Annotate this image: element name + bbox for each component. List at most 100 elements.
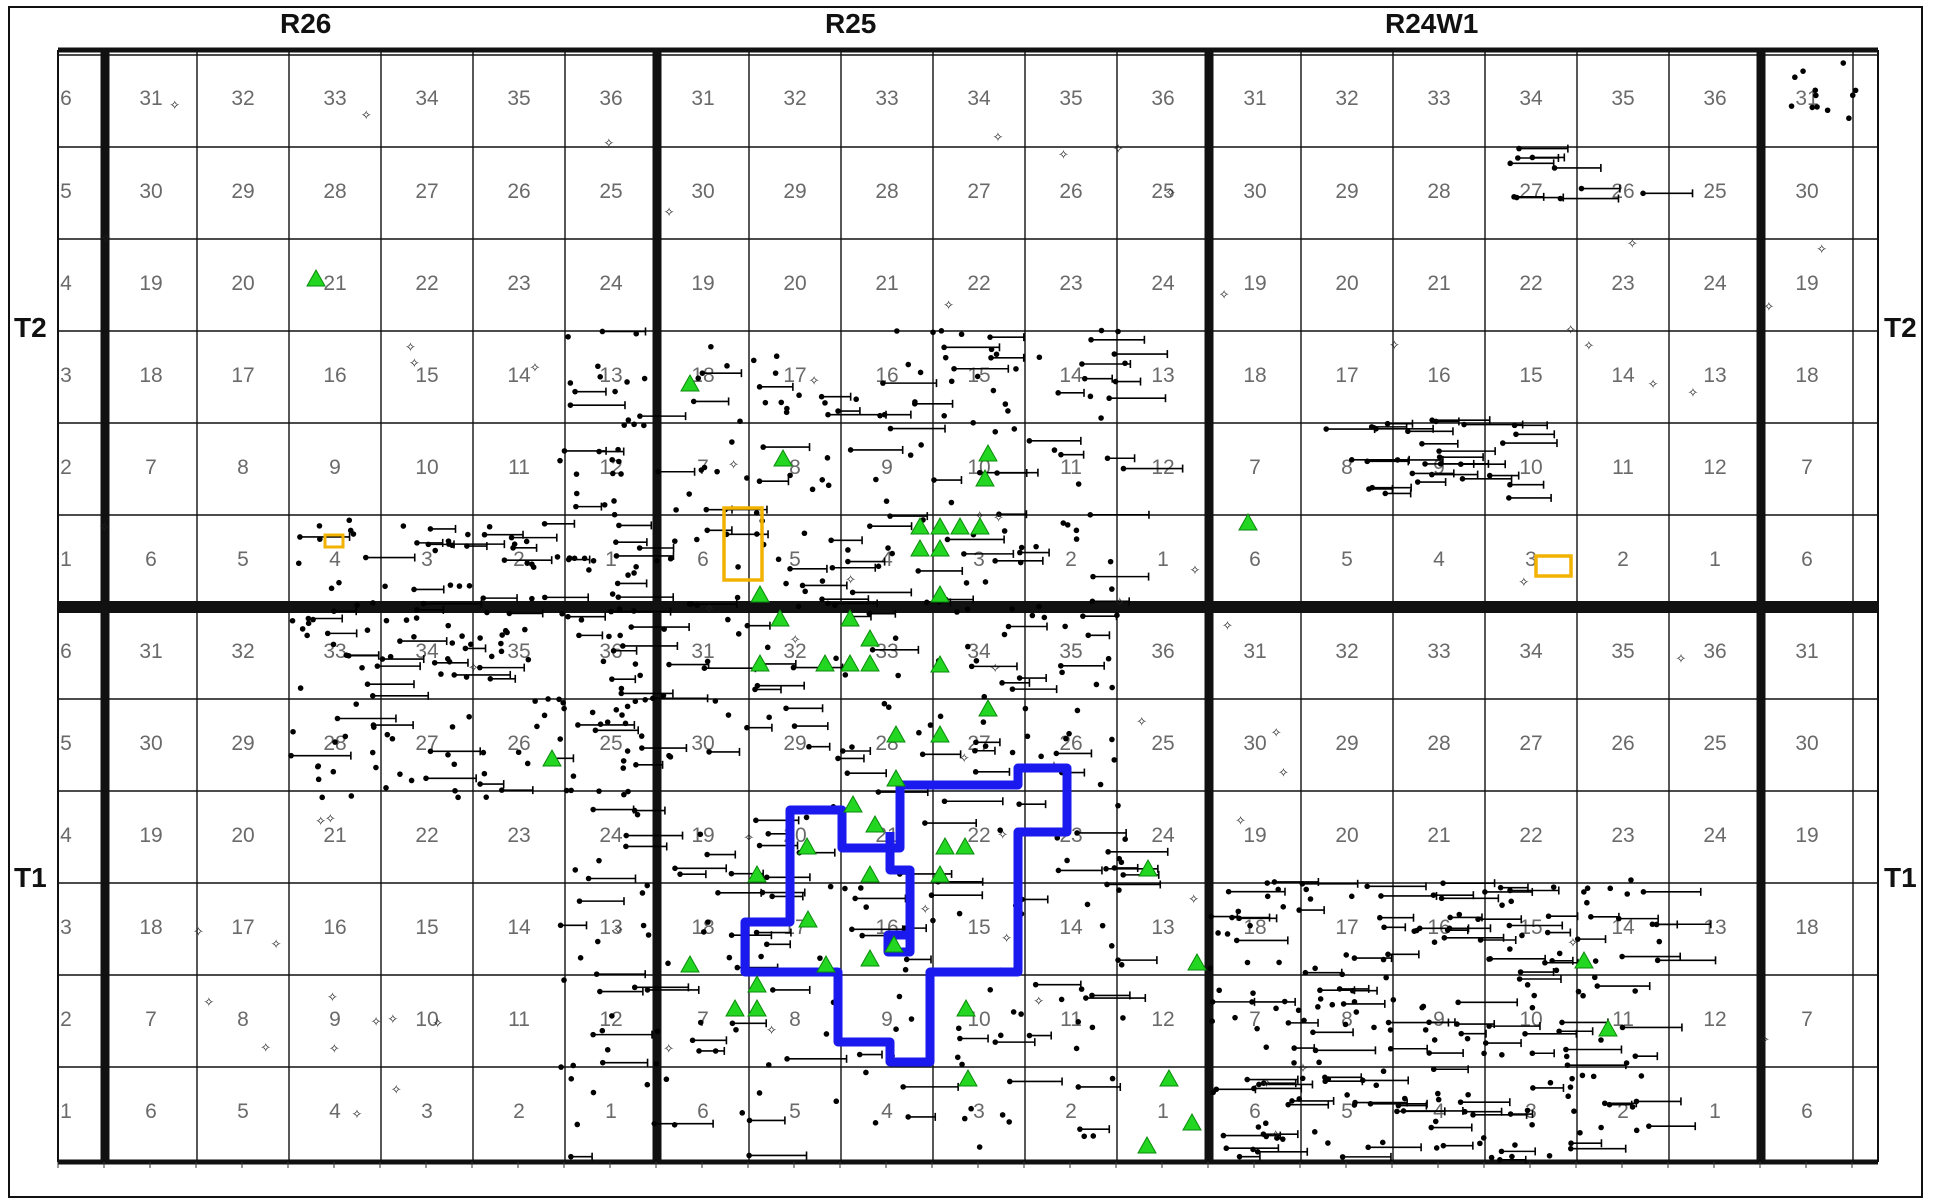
- well-dot: [887, 425, 894, 432]
- well-dot: [644, 1081, 651, 1088]
- well-dot: [1567, 1084, 1574, 1090]
- well-dot: [753, 929, 760, 936]
- facility-marker: [750, 584, 770, 603]
- section-number: 35: [507, 640, 530, 663]
- well-dot: [1066, 730, 1072, 737]
- well-dot: [689, 1037, 696, 1044]
- section-number: 11: [508, 1008, 530, 1031]
- well-dot: [704, 851, 710, 858]
- map-frame: [8, 6, 1923, 1198]
- well-dot: [1229, 914, 1235, 921]
- well-dot: [369, 693, 376, 699]
- dry-hole-star: ✧: [1675, 652, 1686, 667]
- well-dot: [1581, 889, 1587, 895]
- well-dot: [631, 984, 638, 991]
- well-dot: [466, 583, 473, 589]
- well-dot: [575, 722, 581, 728]
- well-dot: [449, 724, 456, 730]
- well-dot: [715, 890, 721, 896]
- section-number: 25: [599, 180, 622, 203]
- well-dot: [1800, 68, 1806, 74]
- well-dot: [981, 693, 988, 700]
- section-number: 1: [1709, 1100, 1721, 1123]
- well-dot: [288, 752, 294, 759]
- well-dot: [369, 749, 376, 756]
- well-dot: [980, 719, 987, 725]
- well-dot: [1098, 327, 1105, 334]
- well-dot: [697, 1019, 704, 1026]
- well-dot: [766, 714, 772, 721]
- well-dot: [1400, 1108, 1407, 1114]
- well-dot: [833, 1098, 840, 1105]
- dry-hole-star: ✧: [974, 509, 985, 524]
- well-dot: [712, 698, 719, 704]
- dry-hole-star: ✧: [1188, 892, 1199, 907]
- well-dot: [1507, 887, 1513, 894]
- well-dot: [887, 513, 893, 519]
- well-dot: [714, 468, 720, 475]
- well-dot: [666, 752, 672, 759]
- facility-marker: [956, 998, 976, 1017]
- well-dot: [601, 502, 608, 508]
- well-dot: [799, 582, 806, 589]
- well-dot: [1569, 1075, 1575, 1082]
- well-dot: [589, 709, 596, 716]
- well-dot: [1209, 999, 1216, 1005]
- well-dot: [560, 699, 567, 706]
- well-dot: [1606, 1101, 1613, 1108]
- well-dot: [750, 357, 757, 364]
- well-dot: [1339, 1154, 1346, 1160]
- section-number: 15: [967, 916, 990, 939]
- section-number: 9: [881, 456, 893, 479]
- section-number: 36: [1703, 640, 1726, 663]
- section-number: 3: [1525, 548, 1537, 571]
- section-number: 23: [1059, 272, 1082, 295]
- well-dot: [522, 626, 528, 633]
- section-number: 18: [139, 364, 162, 387]
- well-dot: [1578, 185, 1585, 192]
- well-dot: [992, 558, 998, 564]
- well-dot: [1384, 420, 1391, 427]
- section-number: 29: [783, 732, 806, 755]
- dry-hole-star: ✧: [1518, 575, 1529, 590]
- dry-hole-star: ✧: [1270, 1128, 1281, 1143]
- section-number: 14: [1611, 364, 1635, 387]
- well-dot: [1553, 967, 1560, 974]
- well-dot: [1312, 965, 1318, 972]
- well-dot: [1508, 898, 1515, 905]
- well-dot: [696, 1048, 702, 1054]
- well-dot: [330, 768, 337, 775]
- well-dot: [486, 523, 493, 530]
- well-dot: [948, 499, 955, 506]
- section-number: 10: [415, 1008, 438, 1031]
- well-dot: [625, 417, 632, 423]
- well-dot: [451, 672, 458, 678]
- section-number: 19: [1795, 272, 1818, 295]
- well-dot: [1441, 934, 1448, 941]
- well-dot: [523, 538, 530, 545]
- well-dot: [1244, 959, 1251, 966]
- well-dot: [704, 527, 711, 534]
- dry-hole-star: ✧: [1058, 148, 1069, 163]
- well-dot: [1422, 461, 1428, 467]
- well-dot: [982, 743, 989, 749]
- well-dot: [1517, 969, 1524, 975]
- facility-marker: [970, 516, 990, 535]
- section-number: 1: [60, 1100, 72, 1123]
- dry-hole-star: ✧: [1568, 936, 1579, 951]
- facility-marker: [1182, 1112, 1202, 1131]
- well-dot: [1507, 946, 1513, 952]
- well-dot: [403, 617, 410, 623]
- well-dot: [1840, 60, 1847, 66]
- section-number: 31: [139, 640, 162, 663]
- well-dot: [1013, 366, 1019, 372]
- well-dot: [1546, 1152, 1553, 1159]
- well-dot: [644, 882, 651, 889]
- section-number: 17: [783, 364, 806, 387]
- well-dot: [881, 700, 888, 707]
- facility-marker: [884, 934, 904, 953]
- well-dot: [653, 1061, 660, 1067]
- dry-hole-star: ✧: [997, 828, 1008, 843]
- well-dot: [1075, 481, 1082, 487]
- well-dot: [1394, 457, 1401, 463]
